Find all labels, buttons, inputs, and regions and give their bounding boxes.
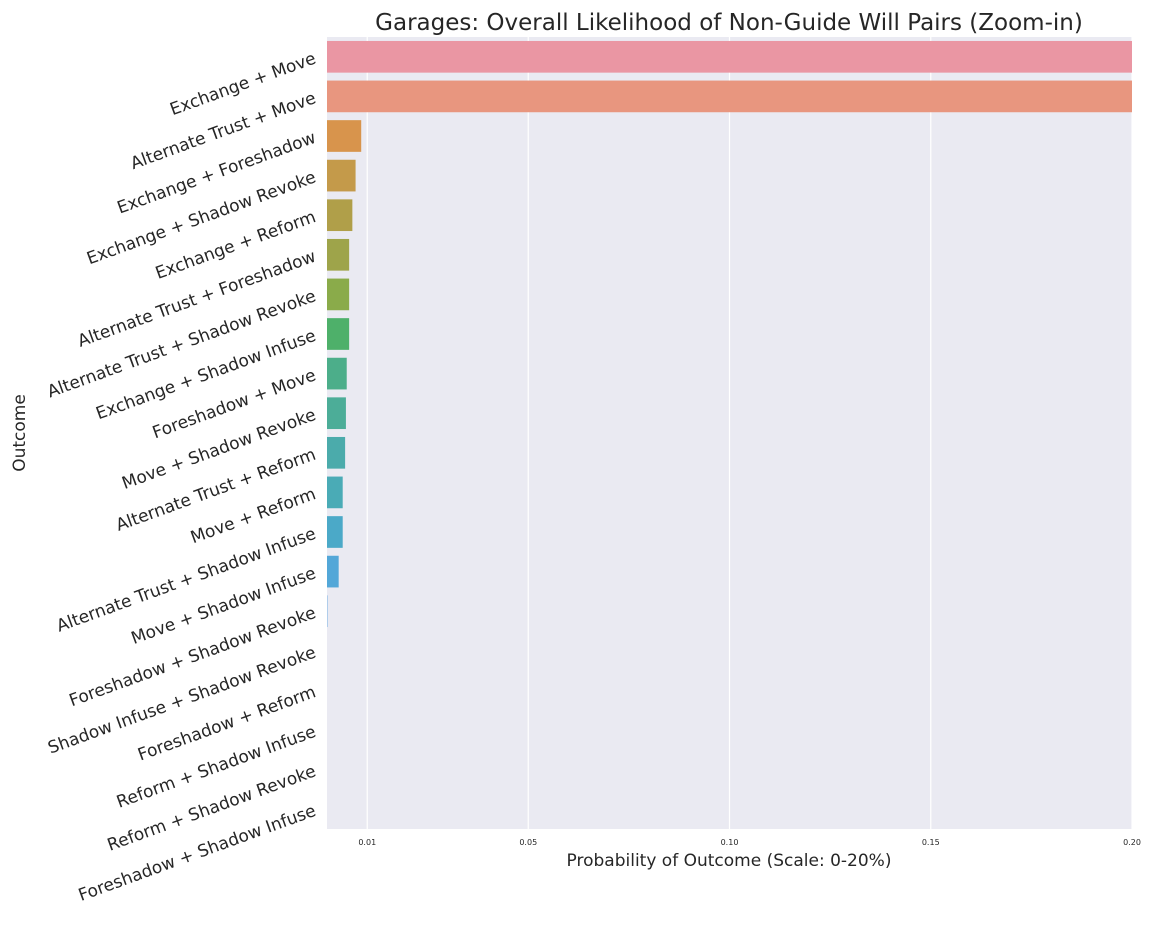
- chart-title: Garages: Overall Likelihood of Non-Guide…: [375, 10, 1083, 36]
- bar: [327, 358, 347, 390]
- x-tick-label: 0.05: [519, 838, 537, 847]
- x-tick-label: 0.10: [721, 838, 739, 847]
- bar: [327, 41, 1132, 73]
- bar: [327, 160, 356, 192]
- bar: [327, 81, 1132, 113]
- x-tick-label: 0.15: [922, 838, 940, 847]
- x-tick-label: 0.01: [358, 838, 376, 847]
- bar: [327, 199, 352, 231]
- bar: [327, 120, 361, 152]
- bar: [327, 437, 345, 469]
- y-axis-title: Outcome: [10, 394, 30, 472]
- bar: [327, 397, 346, 429]
- bar: [327, 318, 349, 350]
- bar: [327, 556, 339, 588]
- bar: [327, 477, 343, 509]
- bar: [327, 239, 349, 271]
- x-axis-title: Probability of Outcome (Scale: 0-20%): [567, 851, 892, 871]
- bar: [327, 279, 349, 311]
- x-tick-label: 0.20: [1123, 838, 1141, 847]
- x-tick-labels: 0.01 0.05 0.10 0.15 0.20: [358, 838, 1141, 847]
- bar: [327, 516, 343, 548]
